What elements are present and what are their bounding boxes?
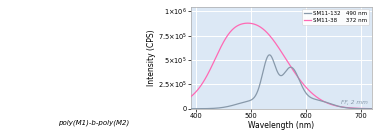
X-axis label: Wavelength (nm): Wavelength (nm) — [248, 121, 314, 130]
Text: FF, 2 mm: FF, 2 mm — [341, 100, 368, 105]
Y-axis label: Intensity (CPS): Intensity (CPS) — [147, 29, 156, 86]
Text: poly(M1)-b-poly(M2): poly(M1)-b-poly(M2) — [58, 119, 129, 126]
Legend: SM11-132   490 nm, SM11-38     372 nm: SM11-132 490 nm, SM11-38 372 nm — [302, 9, 369, 25]
